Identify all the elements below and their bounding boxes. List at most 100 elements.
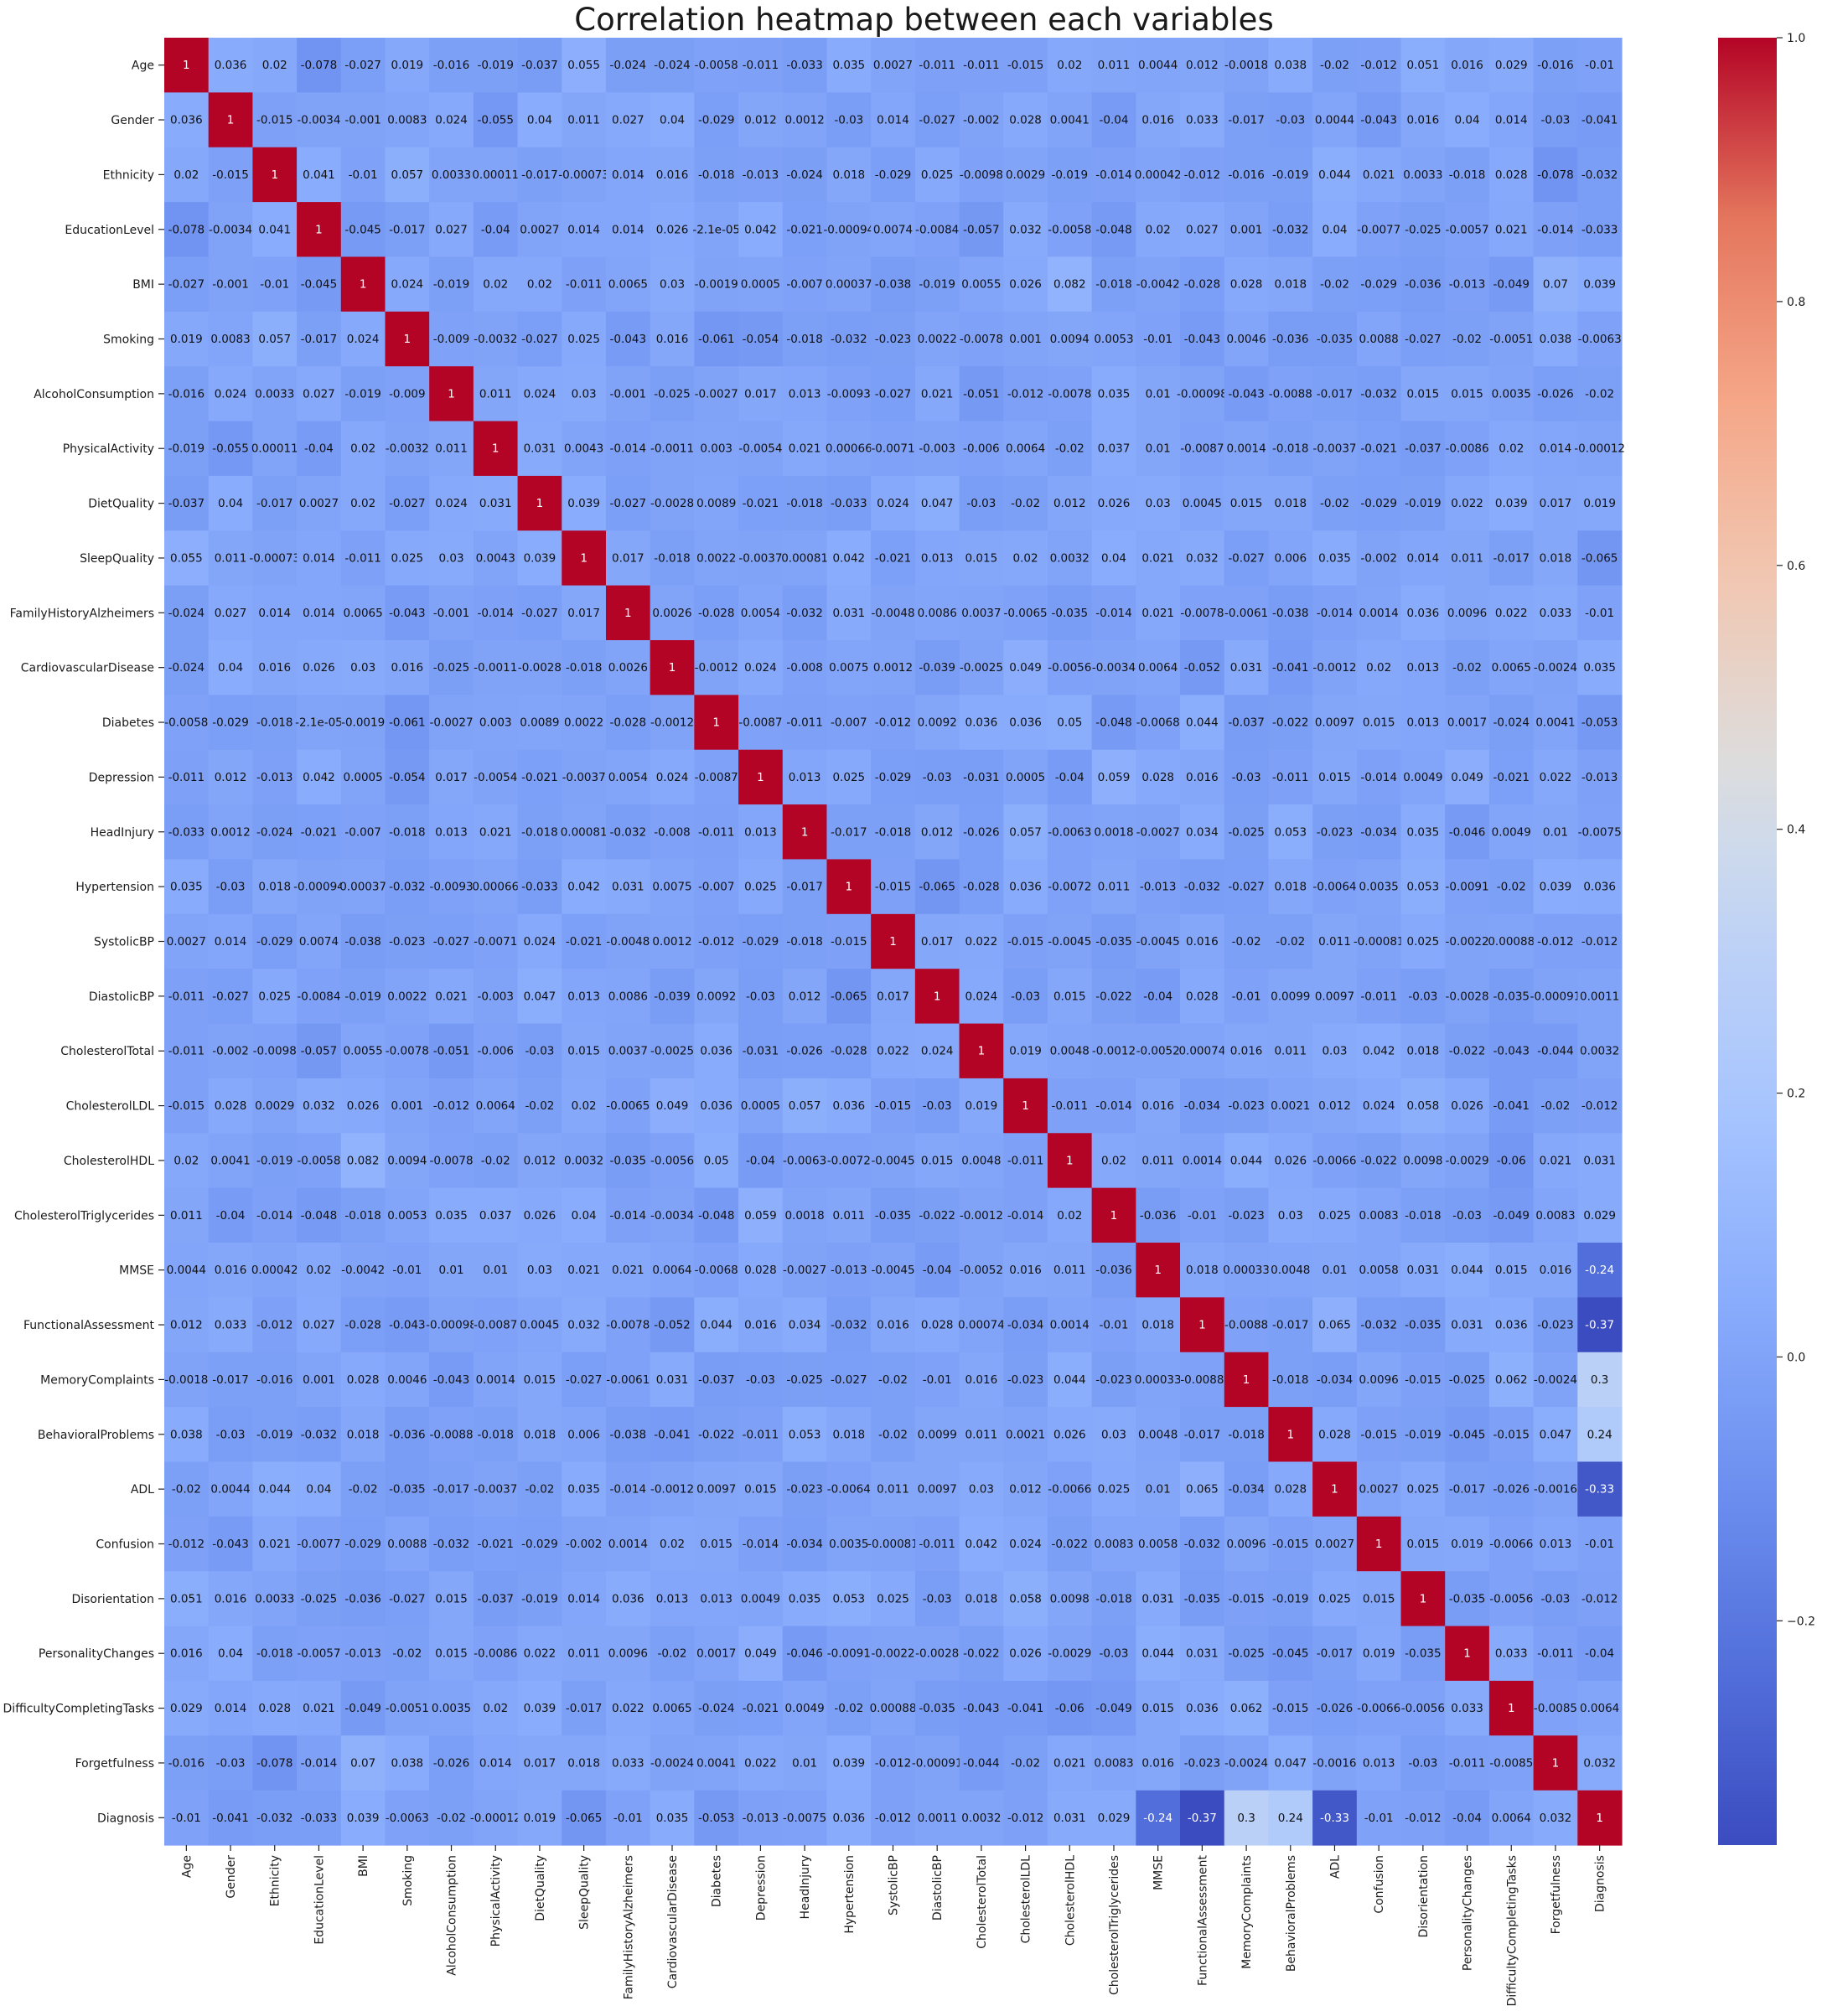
cell-value-label: 0.0055 <box>961 278 1001 292</box>
heatmap-cell <box>1224 256 1270 313</box>
heatmap-cell <box>1180 640 1225 695</box>
cell-value-label: -0.019 <box>1052 168 1089 182</box>
heatmap-cell <box>605 38 651 93</box>
cell-value-label: -0.03 <box>923 1592 952 1605</box>
cell-value-label: 0.0041 <box>1535 716 1575 730</box>
heatmap-cell <box>650 366 695 422</box>
cell-value-label: -0.24 <box>1143 1812 1172 1825</box>
cell-value-label: 0.04 <box>572 1209 597 1223</box>
heatmap-cell <box>429 366 474 422</box>
heatmap-cell <box>605 92 651 148</box>
heatmap-cell <box>1047 256 1093 313</box>
cell-value-label: -0.001 <box>212 278 249 292</box>
cell-value-label: -0.016 <box>168 387 205 401</box>
heatmap-cell <box>1356 311 1402 367</box>
cell-value-label: 0.027 <box>215 607 247 620</box>
cell-value-label: -0.02 <box>392 1647 422 1661</box>
cell-value-label: 0.036 <box>965 716 998 730</box>
x-tick-label-diastolic-bp: DiastolicBP <box>931 1855 945 1921</box>
cell-value-label: -0.014 <box>610 1209 647 1223</box>
cell-value-label: 0.0064 <box>1138 661 1178 675</box>
heatmap-cell <box>562 147 607 203</box>
cell-value-label: 0.0005 <box>1006 771 1045 784</box>
cell-value-label: -0.013 <box>256 771 293 784</box>
cell-value-label: -0.03 <box>834 114 863 127</box>
heatmap-cell <box>605 311 651 367</box>
cell-value-label: 0.0014 <box>608 1538 648 1551</box>
cell-value-label: -0.034 <box>786 1538 823 1551</box>
cell-value-label: -0.04 <box>304 442 334 456</box>
heatmap-cell <box>1400 530 1446 587</box>
cell-value-label: 0.0014 <box>476 1373 515 1387</box>
cell-value-label: 0.019 <box>965 1099 998 1113</box>
cell-value-label: -0.02 <box>481 1154 510 1167</box>
cell-value-label: -0.01 <box>392 1264 422 1277</box>
cell-value-label: -0.02 <box>1011 1756 1040 1770</box>
cell-value-label: 0.24 <box>1587 1428 1612 1441</box>
heatmap-cell <box>782 92 828 148</box>
cell-value-label: -0.035 <box>1493 990 1530 1003</box>
heatmap-cell <box>252 256 298 313</box>
cell-value-label: 0.02 <box>1057 59 1082 72</box>
heatmap-cell <box>1180 366 1225 422</box>
cell-value-label: -0.0029 <box>1048 1647 1091 1661</box>
cell-value-label: 0.021 <box>479 825 512 839</box>
cell-value-label: 0.042 <box>832 551 865 565</box>
cell-value-label: 0.02 <box>483 1702 508 1715</box>
y-tick-label-ethnicity: Ethnicity <box>103 168 154 182</box>
cell-value-label: 0.0086 <box>608 990 648 1003</box>
cell-value-label: 0.035 <box>1407 825 1440 839</box>
heatmap-cell <box>385 585 430 641</box>
cell-value-label: -0.019 <box>344 387 381 401</box>
cell-value-label: 0.0027 <box>1359 1483 1399 1497</box>
cell-value-label: 0.0097 <box>918 1483 957 1497</box>
cell-value-label: -0.0078 <box>386 1045 429 1058</box>
cell-value-label: 0.001 <box>1230 223 1263 236</box>
cell-value-label: 0.035 <box>832 59 865 72</box>
cell-value-label: -0.00098 <box>426 1319 477 1332</box>
cell-value-label: -0.011 <box>919 59 955 72</box>
cell-value-label: 0.00081 <box>781 551 828 565</box>
x-tick-label-education-level: EducationLevel <box>313 1855 326 1945</box>
cell-value-label: 0.00066 <box>826 442 872 456</box>
heatmap-cell <box>694 695 739 751</box>
heatmap-cell <box>297 147 342 203</box>
cell-value-label: 0.0014 <box>1226 442 1266 456</box>
cell-value-label: -0.055 <box>477 114 514 127</box>
cell-value-label: 0.011 <box>215 551 247 565</box>
cell-value-label: 0.019 <box>524 1812 556 1825</box>
cell-value-label: -0.02 <box>1320 59 1349 72</box>
cell-value-label: -0.007 <box>831 716 867 730</box>
cell-value-label: 0.018 <box>1274 278 1307 292</box>
cell-value-label: -0.0037 <box>738 551 782 565</box>
heatmap-cell <box>340 421 386 477</box>
heatmap-cell <box>517 256 562 313</box>
cell-value-label: -0.0084 <box>297 990 340 1003</box>
cell-value-label: 0.0065 <box>1492 661 1531 675</box>
heatmap-cell <box>164 38 210 93</box>
cell-value-label: 0.02 <box>483 278 508 292</box>
cell-value-label: 0.011 <box>1098 881 1131 894</box>
heatmap-cell <box>252 640 298 695</box>
cell-value-label: -0.002 <box>212 1045 249 1058</box>
heatmap-cell <box>252 695 298 751</box>
cell-value-label: 0.0065 <box>344 607 383 620</box>
y-tick-label-diastolic-bp: DiastolicBP <box>89 990 154 1004</box>
cell-value-label: 0.012 <box>1186 59 1219 72</box>
cell-value-label: -0.025 <box>433 661 470 675</box>
cell-value-label: 0.025 <box>832 771 865 784</box>
heatmap-cell <box>562 38 607 93</box>
cell-value-label: 0.024 <box>435 114 468 127</box>
cell-value-label: 0.011 <box>832 1209 865 1223</box>
cell-value-label: -0.035 <box>1405 1319 1442 1332</box>
cell-value-label: 0.013 <box>789 771 821 784</box>
heatmap-cell <box>1356 202 1402 258</box>
heatmap-cell <box>1180 147 1225 203</box>
cell-value-label: 0.022 <box>1495 607 1528 620</box>
cell-value-label: -0.045 <box>344 223 381 236</box>
cell-value-label: -0.02 <box>525 1483 554 1497</box>
cell-value-label: 0.03 <box>969 1483 994 1497</box>
cell-value-label: -0.013 <box>831 1264 867 1277</box>
heatmap-cell <box>429 147 474 203</box>
cell-value-label: -0.008 <box>786 661 823 675</box>
